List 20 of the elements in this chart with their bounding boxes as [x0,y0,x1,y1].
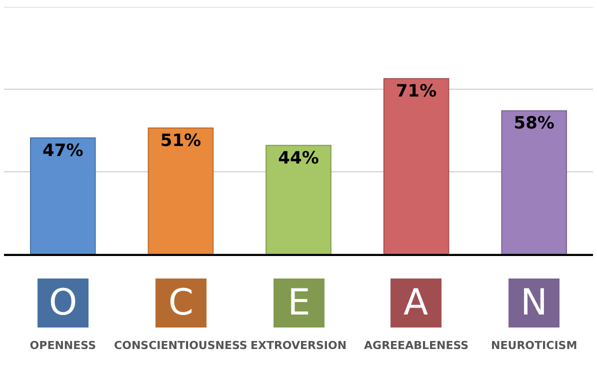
data-label: 44% [278,148,319,168]
text: A [404,282,428,324]
bar [148,128,214,254]
x-tick-label: OPENNESS [30,339,96,352]
bar [30,137,96,254]
x-tick-label: AGREEABLENESS [364,339,469,352]
x-tick-label: EXTROVERSION [250,339,347,352]
text: C [168,282,194,324]
x-tick-label: CONSCIENTIOUSNESS [114,339,248,352]
text: E [288,282,310,324]
data-label: 58% [514,114,554,134]
bar [266,144,332,254]
bar [383,78,450,254]
x-tick-label: NEUROTICISM [491,339,578,352]
text: N [520,282,548,324]
bar [501,110,567,254]
data-label: 47% [42,140,84,161]
data-label: 51% [160,131,202,152]
data-label: 71% [396,82,437,102]
text: O [48,282,78,324]
